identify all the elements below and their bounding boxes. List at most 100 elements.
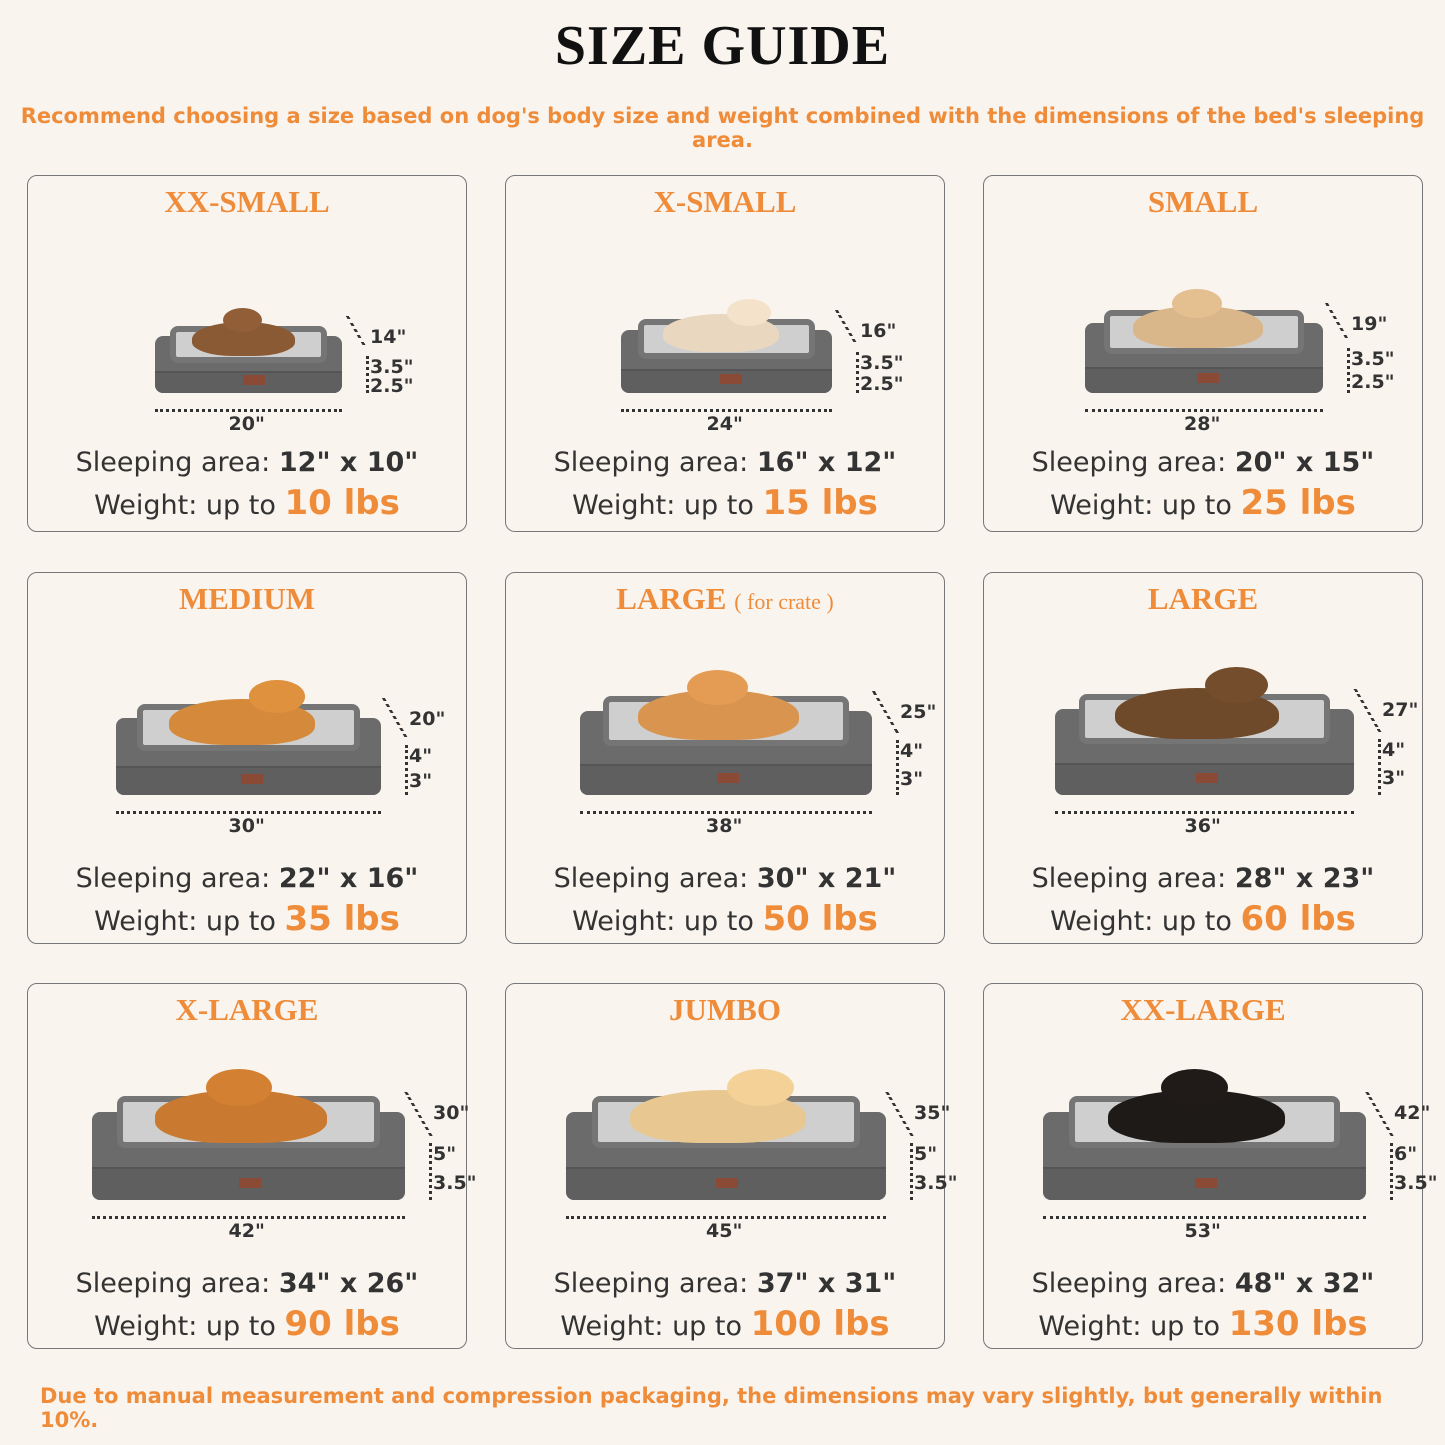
- sleeping-area: Sleeping area: 12" x 10": [28, 447, 466, 478]
- size-name: MEDIUM: [178, 581, 316, 616]
- size-card: LARGE 36" 27" 4" 3" Sleeping area: 28" x…: [983, 572, 1423, 944]
- size-card: LARGE ( for crate ) 38" 25" 4" 3" Sleepi…: [505, 572, 945, 944]
- size-name: LARGE: [616, 581, 727, 616]
- width-dimension-line: [1055, 811, 1354, 814]
- brand-tag-icon: [239, 1177, 262, 1188]
- width-dimension-line: [1043, 1216, 1366, 1219]
- size-card: XX-SMALL 20" 14" 3.5" 2.5" Sleeping area…: [27, 175, 467, 532]
- width-label: 45": [706, 1220, 743, 1242]
- weight-value: 25 lbs: [1240, 483, 1356, 523]
- width-dimension-line: [116, 811, 381, 814]
- page-title: SIZE GUIDE: [554, 15, 891, 77]
- weight-value: 130 lbs: [1228, 1304, 1368, 1344]
- height-dimension-line: [910, 1142, 913, 1200]
- size-note: ( for crate ): [734, 589, 834, 614]
- depth-label: 16": [860, 320, 897, 342]
- depth-label: 25": [900, 701, 937, 723]
- sleeping-area: Sleeping area: 20" x 15": [984, 447, 1422, 478]
- pet-head: [1205, 666, 1268, 703]
- pet-head: [686, 669, 748, 706]
- pet-head: [206, 1068, 272, 1106]
- depth-dimension-line: [345, 316, 366, 345]
- sleeping-area-label: Sleeping area:: [553, 863, 749, 894]
- height-dimension-line: [366, 355, 369, 393]
- size-name: X-SMALL: [653, 184, 797, 219]
- depth-dimension-line: [834, 310, 857, 342]
- sleeping-area-value: 37" x 31": [756, 1268, 897, 1299]
- sleeping-area-label: Sleeping area:: [1031, 863, 1227, 894]
- weight: Weight: up to 90 lbs: [28, 1304, 466, 1344]
- pet-illustration: [630, 1068, 806, 1143]
- width-label: 36": [1184, 815, 1221, 837]
- size-title: LARGE: [984, 581, 1422, 617]
- size-card: X-LARGE 42" 30" 5" 3.5" Sleeping area: 3…: [27, 983, 477, 1349]
- depth-label: 42": [1394, 1102, 1431, 1124]
- size-name: XX-LARGE: [1120, 992, 1286, 1027]
- width-dimension-line: [566, 1216, 886, 1219]
- sleeping-area: Sleeping area: 30" x 21": [506, 863, 944, 894]
- width-label: 24": [706, 413, 743, 435]
- base-height-label: 3": [900, 768, 924, 791]
- brand-tag-icon: [716, 1177, 739, 1188]
- pet-illustration: [663, 299, 780, 353]
- size-title: X-LARGE: [28, 992, 466, 1028]
- base-height-label: 3.5": [914, 1171, 958, 1194]
- pet-head: [249, 680, 305, 713]
- height-dimension-line: [405, 744, 408, 795]
- bolster-height-label: 3.5": [860, 352, 904, 375]
- weight-label: Weight: up to: [572, 490, 754, 521]
- pet-head: [726, 1068, 794, 1106]
- base-height-label: 3": [409, 770, 433, 793]
- weight-label: Weight: up to: [1038, 1311, 1221, 1342]
- width-dimension-line: [621, 409, 832, 412]
- depth-label: 35": [914, 1102, 951, 1124]
- pet-illustration: [1114, 666, 1280, 740]
- brand-tag-icon: [717, 773, 740, 784]
- weight-value: 90 lbs: [284, 1304, 400, 1344]
- bolster-height-label: 5": [433, 1142, 457, 1165]
- weight-label: Weight: up to: [572, 906, 754, 937]
- bolster-height-label: 5": [914, 1142, 938, 1165]
- size-title: XX-SMALL: [28, 184, 466, 220]
- footer-note: Due to manual measurement and compressio…: [40, 1384, 1383, 1432]
- size-name: XX-SMALL: [164, 184, 330, 219]
- weight: Weight: up to 35 lbs: [28, 899, 466, 939]
- pet-illustration: [1132, 288, 1264, 348]
- sleeping-area: Sleeping area: 22" x 16": [28, 863, 466, 894]
- base-height-label: 2.5": [1351, 370, 1395, 393]
- size-title: LARGE ( for crate ): [506, 581, 944, 617]
- bolster-height-label: 3.5": [370, 355, 414, 378]
- size-card: MEDIUM 30" 20" 4" 3" Sleeping area: 22" …: [27, 572, 467, 944]
- weight-value: 35 lbs: [284, 899, 400, 939]
- pet-head: [223, 308, 263, 332]
- pet-head: [1171, 288, 1222, 319]
- sleeping-area-value: 22" x 16": [278, 863, 419, 894]
- width-label: 20": [228, 413, 265, 435]
- weight: Weight: up to 10 lbs: [28, 483, 466, 523]
- size-name: X-LARGE: [175, 992, 319, 1027]
- depth-dimension-line: [381, 698, 408, 737]
- sleeping-area-label: Sleeping area:: [75, 447, 271, 478]
- sleeping-area-label: Sleeping area:: [75, 863, 271, 894]
- sleeping-area-label: Sleeping area:: [75, 1268, 271, 1299]
- sleeping-area: Sleeping area: 34" x 26": [28, 1268, 466, 1299]
- bolster-height-label: 4": [409, 744, 433, 767]
- sleeping-area-value: 48" x 32": [1234, 1268, 1375, 1299]
- brand-tag-icon: [242, 375, 265, 386]
- brand-tag-icon: [240, 774, 263, 785]
- size-name: SMALL: [1147, 184, 1259, 219]
- size-title: XX-LARGE: [984, 992, 1422, 1028]
- weight-label: Weight: up to: [560, 1311, 743, 1342]
- weight: Weight: up to 15 lbs: [506, 483, 944, 523]
- sleeping-area: Sleeping area: 28" x 23": [984, 863, 1422, 894]
- depth-label: 19": [1351, 313, 1388, 335]
- depth-dimension-line: [871, 691, 900, 733]
- weight: Weight: up to 130 lbs: [984, 1304, 1422, 1344]
- width-label: 38": [706, 815, 743, 837]
- pet-illustration: [1107, 1068, 1286, 1143]
- size-title: SMALL: [984, 184, 1422, 220]
- sleeping-area-label: Sleeping area:: [1031, 447, 1227, 478]
- base-height-label: 3.5": [1394, 1171, 1438, 1194]
- brand-tag-icon: [1194, 1177, 1217, 1188]
- sleeping-area-label: Sleeping area:: [1031, 1268, 1227, 1299]
